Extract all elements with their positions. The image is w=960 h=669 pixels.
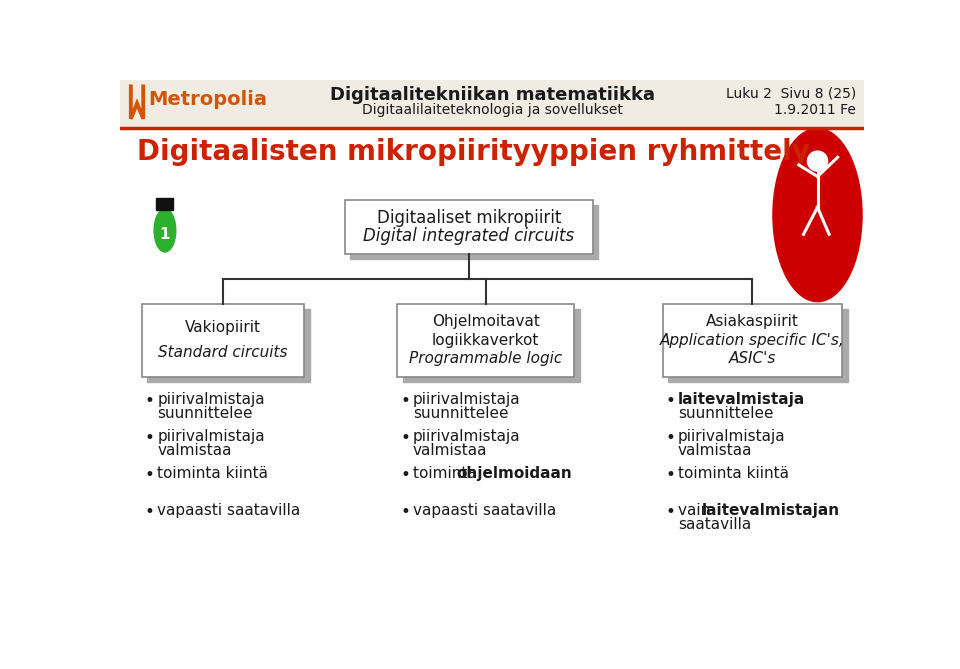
Bar: [156, 198, 174, 211]
Text: suunnittelee: suunnittelee: [413, 406, 509, 421]
Text: •: •: [665, 466, 676, 484]
Text: laitevalmistaja: laitevalmistaja: [678, 392, 805, 407]
Text: laitevalmistajan: laitevalmistajan: [702, 503, 840, 518]
Text: •: •: [665, 503, 676, 521]
Text: Ohjelmoitavat: Ohjelmoitavat: [432, 314, 540, 329]
Bar: [345, 199, 592, 254]
Text: •: •: [400, 392, 411, 410]
Text: Digitaalilaiteteknologia ja sovellukset: Digitaalilaiteteknologia ja sovellukset: [362, 104, 622, 117]
Text: •: •: [400, 466, 411, 484]
Text: toiminta: toiminta: [413, 466, 482, 481]
Bar: [142, 304, 304, 377]
Ellipse shape: [807, 151, 828, 171]
Text: ohjelmoidaan: ohjelmoidaan: [456, 466, 572, 481]
Text: •: •: [145, 392, 155, 410]
Text: Digitaalitekniikan matematiikka: Digitaalitekniikan matematiikka: [329, 86, 655, 104]
Ellipse shape: [773, 128, 862, 302]
Bar: [668, 309, 848, 382]
Bar: [147, 309, 310, 382]
Text: •: •: [145, 503, 155, 521]
Text: •: •: [665, 392, 676, 410]
Text: •: •: [400, 429, 411, 447]
Text: •: •: [145, 429, 155, 447]
Text: Standard circuits: Standard circuits: [158, 345, 288, 360]
Bar: [403, 309, 580, 382]
Text: logiikkaverkot: logiikkaverkot: [432, 332, 540, 348]
Text: Digital integrated circuits: Digital integrated circuits: [363, 227, 574, 245]
Text: valmistaa: valmistaa: [157, 443, 231, 458]
Text: vapaasti saatavilla: vapaasti saatavilla: [157, 503, 300, 518]
Text: toiminta kiintä: toiminta kiintä: [157, 466, 268, 481]
Bar: [397, 304, 574, 377]
Text: vain: vain: [678, 503, 715, 518]
Text: ASIC's: ASIC's: [729, 351, 776, 366]
Text: saatavilla: saatavilla: [678, 517, 752, 532]
Text: piirivalmistaja: piirivalmistaja: [413, 429, 520, 444]
Text: Digitaaliset mikropiirit: Digitaaliset mikropiirit: [376, 209, 561, 227]
Text: piirivalmistaja: piirivalmistaja: [157, 392, 265, 407]
Bar: [350, 205, 598, 259]
Text: piirivalmistaja: piirivalmistaja: [157, 429, 265, 444]
Text: Digitaalisten mikropiirityyppien ryhmittely: Digitaalisten mikropiirityyppien ryhmitt…: [137, 138, 810, 166]
Text: Vakiopiirit: Vakiopiirit: [185, 320, 261, 335]
Ellipse shape: [155, 209, 176, 252]
Text: •: •: [665, 429, 676, 447]
Bar: [120, 80, 248, 128]
Text: 1.9.2011 Fe: 1.9.2011 Fe: [775, 104, 856, 117]
Text: suunnittelee: suunnittelee: [157, 406, 252, 421]
Text: Metropolia: Metropolia: [148, 90, 267, 108]
Text: •: •: [145, 466, 155, 484]
Text: Luku 2  Sivu 8 (25): Luku 2 Sivu 8 (25): [726, 86, 856, 100]
Text: Programmable logic: Programmable logic: [409, 351, 563, 366]
Text: valmistaa: valmistaa: [678, 443, 753, 458]
Text: toiminta kiintä: toiminta kiintä: [678, 466, 789, 481]
Text: piirivalmistaja: piirivalmistaja: [678, 429, 785, 444]
Text: Asiakaspiirit: Asiakaspiirit: [706, 314, 799, 329]
Text: valmistaa: valmistaa: [413, 443, 488, 458]
Bar: [120, 80, 864, 128]
Text: Application specific IC's,: Application specific IC's,: [660, 332, 845, 348]
Text: 1: 1: [159, 227, 170, 242]
Text: •: •: [400, 503, 411, 521]
Text: piirivalmistaja: piirivalmistaja: [413, 392, 520, 407]
Bar: [662, 304, 842, 377]
Text: suunnittelee: suunnittelee: [678, 406, 774, 421]
Text: vapaasti saatavilla: vapaasti saatavilla: [413, 503, 556, 518]
